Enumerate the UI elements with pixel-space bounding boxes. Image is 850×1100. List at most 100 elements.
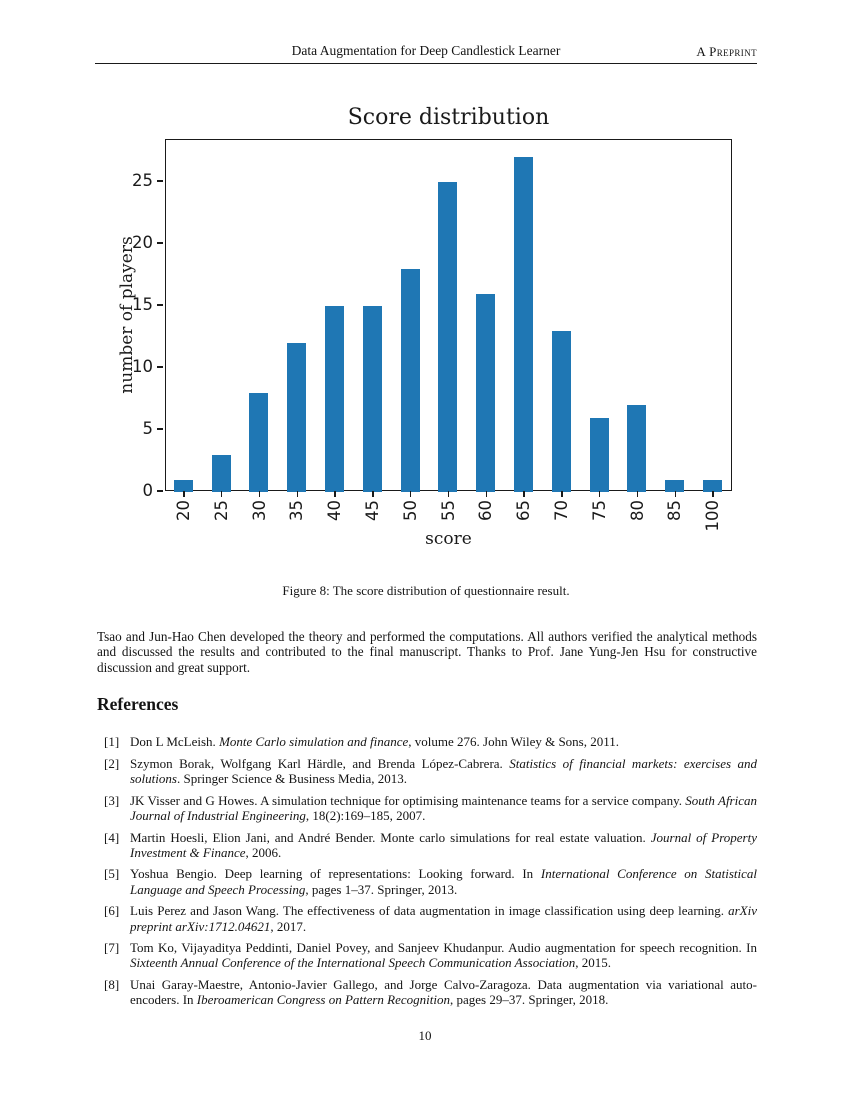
figure-caption: Figure 8: The score distribution of ques… — [282, 583, 570, 598]
x-tick-label: 100 — [703, 500, 723, 532]
reference-text: , 2015. — [575, 955, 612, 971]
reference-text: Unai Garay-Maestre, Antonio-Javier Galle… — [130, 977, 757, 1008]
y-tick — [157, 428, 164, 430]
bar-30 — [249, 392, 269, 492]
bar-70 — [551, 330, 571, 492]
x-tick — [674, 491, 677, 497]
score-distribution-chart: Score distribution score 0 5 10 15 20 25 20 25 3… — [117, 105, 733, 549]
reference-label: [8] — [104, 977, 120, 993]
reference-item: [1] Don L McLeish. Monte Carlo simulation… — [97, 734, 757, 749]
reference-label: [4] — [104, 829, 120, 845]
reference-text: , 2017. — [270, 918, 307, 934]
bar-50 — [400, 268, 420, 492]
reference-text: , pages 1–37. Springer, 2013. — [305, 881, 458, 897]
bar-35 — [287, 343, 307, 492]
reference-item: [7] Tom Ko, Vijayaditya Peddinti, Daniel … — [97, 940, 757, 970]
reference-text: Szymon Borak, Wolfgang Karl Härdle, and … — [130, 755, 510, 771]
x-tick — [296, 491, 299, 497]
plot-area — [165, 139, 733, 492]
reference-label: [1] — [104, 734, 120, 749]
reference-label: [2] — [104, 755, 120, 771]
reference-text: , volume 276. John Wiley & Sons, 2011. — [408, 734, 620, 749]
y-tick — [157, 180, 164, 182]
reference-text: , 2006. — [245, 844, 282, 860]
y-tick-label: 20 — [132, 233, 153, 253]
reference-item: [8] Unai Garay-Maestre, Antonio-Javier Ga… — [97, 977, 757, 1007]
x-tick-label: 80 — [627, 500, 647, 521]
x-tick-label: 35 — [287, 500, 307, 521]
x-tick-label: 30 — [249, 500, 269, 521]
bar-45 — [362, 306, 382, 492]
reference-label: [6] — [104, 903, 120, 919]
reference-text: JK Visser and G Howes. A simulation tech… — [130, 792, 686, 808]
bar-75 — [589, 417, 609, 492]
page-header: Data Augmentation for Deep Candlestick L… — [95, 40, 757, 64]
reference-text: arXiv preprint arXiv:1712.04621 — [130, 903, 757, 934]
running-title: Data Augmentation for Deep Candlestick L… — [291, 43, 561, 58]
x-tick-label: 75 — [589, 500, 609, 521]
x-tick — [372, 491, 374, 497]
x-axis-label: score — [425, 529, 472, 549]
y-tick-label: 15 — [132, 295, 153, 315]
reference-text: Statistics of financial markets: exercis… — [130, 755, 757, 786]
x-tick — [183, 491, 185, 497]
x-tick — [561, 491, 563, 497]
x-tick — [712, 491, 714, 497]
y-tick-label: 10 — [132, 357, 153, 377]
bar-layer — [166, 140, 733, 492]
reference-item: [2] Szymon Borak, Wolfgang Karl Härdle, a… — [97, 756, 757, 786]
x-tick-label: 50 — [400, 500, 420, 521]
reference-item: [4] Martin Hoesli, Elion Jani, and André … — [97, 830, 757, 860]
x-tick-label: 65 — [514, 500, 534, 521]
reference-text: , 18(2):169–185, 2007. — [305, 807, 426, 823]
reference-text: Journal of Property Investment & Finance — [130, 829, 757, 860]
bar-80 — [627, 405, 647, 492]
y-axis-label: number of players — [117, 236, 137, 394]
bar-100 — [703, 479, 722, 492]
reference-text: Sixteenth Annual Conference of the Inter… — [130, 955, 576, 971]
x-tick — [220, 491, 223, 497]
bar-85 — [665, 479, 685, 492]
page-number: 10 — [418, 1028, 432, 1043]
x-tick — [485, 491, 488, 497]
y-tick-label: 0 — [142, 481, 154, 500]
bar-25 — [211, 454, 231, 492]
x-tick-label: 25 — [211, 500, 231, 521]
reference-label: [7] — [104, 940, 120, 956]
reference-text: Iberoamerican Congress on Pattern Recogn… — [196, 992, 451, 1008]
x-tick — [334, 491, 336, 497]
reference-text: Martin Hoesli, Elion Jani, and André Ben… — [130, 829, 651, 845]
reference-item: [3] JK Visser and G Howes. A simulation t… — [97, 793, 757, 823]
reference-item: [5] Yoshua Bengio. Deep learning of repre… — [97, 866, 757, 896]
reference-text: Yoshua Bengio. Deep learning of represen… — [130, 866, 541, 882]
x-tick — [447, 491, 450, 497]
reference-text: Monte Carlo simulation and finance — [219, 734, 409, 749]
reference-text: , pages 29–37. Springer, 2018. — [450, 992, 609, 1008]
bar-65 — [514, 157, 533, 492]
references-list: [1] Don L McLeish. Monte Carlo simulation… — [97, 734, 757, 1014]
bar-20 — [173, 479, 193, 492]
reference-text: Tom Ko, Vijayaditya Peddinti, Daniel Pov… — [130, 940, 757, 956]
y-tick — [157, 490, 164, 492]
x-tick-label: 45 — [362, 500, 382, 521]
bar-55 — [438, 182, 458, 492]
reference-text: . Springer Science & Business Media, 201… — [176, 770, 407, 786]
x-tick — [636, 491, 639, 497]
x-tick — [409, 491, 412, 497]
y-tick-label: 5 — [142, 419, 154, 439]
reference-label: [3] — [104, 792, 120, 808]
bar-60 — [476, 293, 496, 492]
reference-label: [5] — [104, 866, 120, 882]
y-tick — [157, 242, 164, 244]
y-tick-label: 25 — [132, 171, 153, 191]
y-tick — [157, 366, 164, 368]
x-tick-label: 20 — [173, 500, 193, 521]
preprint-label: A Preprint — [696, 44, 757, 59]
chart-title: Score distribution — [347, 105, 550, 130]
y-tick — [157, 304, 164, 306]
reference-text: Luis Perez and Jason Wang. The effective… — [130, 903, 729, 919]
bar-40 — [325, 306, 344, 492]
x-tick — [598, 491, 601, 497]
reference-text: South African Journal of Industrial Engi… — [130, 792, 757, 823]
